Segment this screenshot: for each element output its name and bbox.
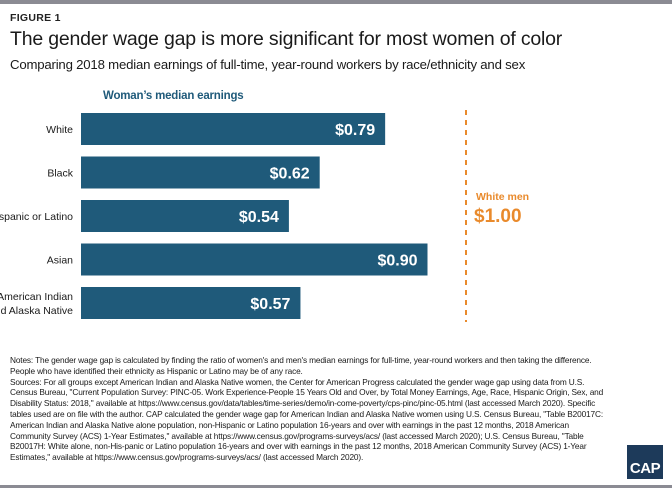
data-label-3: $0.90 (377, 253, 417, 270)
bar-4 (81, 287, 301, 319)
category-label-4-1: and Alaska Native (0, 305, 73, 317)
data-label-4: $0.57 (250, 296, 290, 313)
bar-1 (81, 156, 320, 189)
bar-0 (81, 113, 386, 145)
category-label-0: White (46, 124, 73, 136)
bar-3 (81, 243, 428, 276)
bar-chart: $0.79 White $0.62 Black $0.54 Hispanic or Lat… (0, 110, 529, 322)
notes-block: Notes: The gender wage gap is calculated… (10, 355, 610, 463)
reference-label: White men (476, 191, 529, 203)
chart-title: The gender wage gap is more significant … (10, 28, 563, 50)
data-label-2: $0.54 (239, 209, 279, 226)
category-label-3: Asian (47, 255, 73, 267)
data-label-1: $0.62 (270, 166, 310, 183)
data-label-0: $0.79 (335, 122, 375, 139)
category-label-1: Black (47, 168, 73, 180)
bar-2 (81, 200, 289, 232)
category-label-2: Hispanic or Latino (0, 211, 73, 223)
bottom-rule (0, 485, 672, 488)
chart-subtitle: Comparing 2018 median earnings of full-t… (10, 57, 526, 72)
notes-text: Notes: The gender wage gap is calculated… (10, 355, 592, 376)
cap-logo-text: CAP (629, 460, 661, 477)
top-rule (0, 0, 672, 4)
figure-label: FIGURE 1 (10, 12, 61, 24)
sources-text: Sources: For all groups except American … (10, 376, 604, 463)
cap-logo: CAP (627, 445, 663, 479)
category-label-4-0: American Indian (0, 291, 73, 303)
reference-value: $1.00 (474, 206, 522, 227)
series-label: Woman’s median earnings (103, 90, 244, 102)
